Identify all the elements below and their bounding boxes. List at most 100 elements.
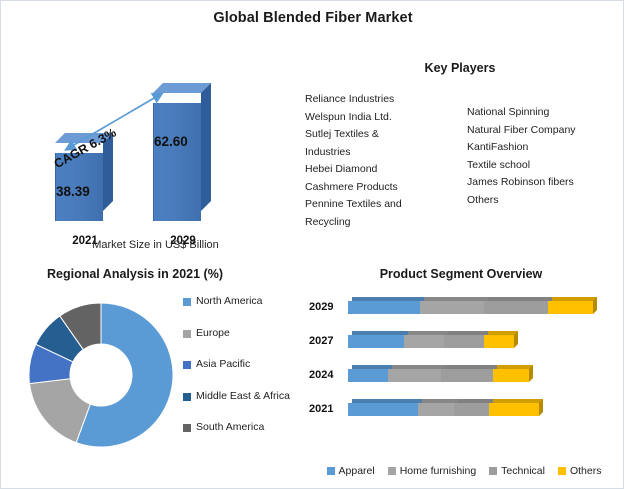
- legend-swatch-technical: [489, 467, 498, 475]
- segment-piece-top: [422, 399, 458, 403]
- legend-label: Europe: [196, 326, 230, 339]
- segment-piece: [348, 297, 424, 314]
- market-size-axis-caption: Market Size in US$ Billion: [92, 239, 219, 251]
- segment-row-label: 2029: [309, 301, 334, 313]
- legend-label: Others: [569, 465, 602, 477]
- bar-2021-category: 2021: [72, 235, 98, 247]
- segment-bar: [348, 331, 518, 348]
- legend-swatch-north-america: [183, 298, 191, 306]
- segment-piece-top: [352, 365, 392, 369]
- legend-swatch-others: [557, 467, 566, 475]
- segment-piece-top: [352, 399, 422, 403]
- key-player-item: Recycling: [305, 215, 351, 228]
- segment-piece-front: [484, 335, 514, 348]
- segment-piece: [418, 399, 458, 416]
- legend-item-asia-pacific: Asia Pacific: [183, 358, 301, 372]
- segment-piece: [420, 297, 488, 314]
- product-segment-title: Product Segment Overview: [379, 267, 543, 281]
- segment-row-label: 2024: [309, 369, 334, 381]
- segment-row: 2027: [303, 325, 619, 358]
- market-size-chart: 38.39 2021 62.60 2029: [13, 61, 298, 256]
- legend-item-middle-east-africa: Middle East & Africa: [183, 390, 301, 404]
- segment-row: 2029: [303, 291, 619, 324]
- key-player-item: Textile school: [467, 158, 531, 171]
- segment-piece-top: [497, 365, 533, 369]
- segment-bar-end-cap: [514, 331, 518, 348]
- segment-piece: [548, 297, 597, 314]
- key-player-item: Pennine Textiles and: [305, 198, 402, 210]
- key-player-item: Natural Fiber Company: [467, 123, 576, 136]
- key-player-item: Welspun India Ltd.: [305, 110, 392, 123]
- key-players-column-right: National Spinning Natural Fiber Company …: [467, 91, 619, 231]
- legend-swatch-home-furnishing: [387, 467, 396, 475]
- market-size-plot-area: 38.39 2021 62.60 2029: [13, 61, 298, 247]
- key-player-item: Hebei Diamond: [305, 163, 378, 175]
- segment-piece: [441, 365, 497, 382]
- segment-piece-front: [348, 335, 404, 348]
- segment-row: 2021: [303, 393, 619, 426]
- legend-item-north-america: North America: [183, 295, 301, 309]
- page-title: Global Blended Fiber Market: [213, 10, 413, 26]
- key-players-columns: Reliance Industries Welspun India Ltd. S…: [301, 91, 619, 231]
- segment-piece-front: [484, 301, 548, 314]
- segment-piece-front: [348, 369, 388, 382]
- segment-row-label: 2021: [309, 403, 334, 415]
- key-player-item: Industries: [305, 145, 351, 158]
- segment-piece: [484, 331, 518, 348]
- segment-piece-top: [448, 331, 488, 335]
- segment-bar: [348, 297, 597, 314]
- segment-piece: [484, 297, 552, 314]
- key-players-column-left: Reliance Industries Welspun India Ltd. S…: [305, 91, 457, 231]
- bar-2021: 38.39 2021: [55, 133, 113, 247]
- bar-2029-side: [201, 83, 211, 211]
- segment-piece-front: [420, 301, 484, 314]
- segment-bar-end-cap: [539, 399, 543, 416]
- segment-piece-top: [552, 297, 597, 301]
- key-player-item: KantiFashion: [467, 141, 529, 153]
- legend-label: Apparel: [338, 465, 375, 477]
- legend-item-apparel: Apparel: [326, 465, 375, 477]
- segment-piece: [404, 331, 448, 348]
- bar-2021-side: [103, 133, 113, 211]
- legend-label: Technical: [501, 465, 545, 477]
- legend-item-others: Others: [557, 465, 602, 477]
- bar-2029-category: 2029: [170, 235, 196, 247]
- legend-swatch-asia-pacific: [183, 361, 191, 369]
- legend-label: Middle East & Africa: [196, 389, 290, 402]
- regional-analysis-title: Regional Analysis in 2021 (%): [47, 267, 223, 281]
- bar-2021-value: 38.39: [56, 184, 90, 199]
- segment-bar-end-cap: [593, 297, 597, 314]
- key-players-title: Key Players: [424, 61, 496, 75]
- segment-piece-front: [489, 403, 539, 416]
- legend-swatch-south-america: [183, 424, 191, 432]
- bar-2029-front: [153, 103, 201, 221]
- key-player-item: National Spinning: [467, 106, 550, 118]
- key-player-item: Cashmere Products: [305, 180, 398, 193]
- key-player-item: James Robinson fibers: [467, 176, 574, 188]
- segment-piece: [493, 365, 533, 382]
- segment-piece: [348, 331, 408, 348]
- legend-swatch-apparel: [326, 467, 335, 475]
- segment-piece: [348, 365, 392, 382]
- segment-piece: [444, 331, 488, 348]
- legend-item-home-furnishing: Home furnishing: [387, 465, 477, 477]
- segment-piece-top: [488, 297, 552, 301]
- legend-item-south-america: South America: [183, 421, 301, 435]
- legend-label: Home furnishing: [399, 465, 477, 477]
- segment-piece: [454, 399, 493, 416]
- segment-piece-front: [348, 301, 420, 314]
- segment-piece-front: [418, 403, 454, 416]
- segment-piece: [388, 365, 445, 382]
- segment-bar: [348, 399, 543, 416]
- segment-piece-front: [454, 403, 489, 416]
- legend-swatch-europe: [183, 329, 191, 338]
- segment-piece-top: [408, 331, 448, 335]
- segment-piece-front: [441, 369, 493, 382]
- legend-label: North America: [196, 295, 263, 307]
- product-segment-chart: Product Segment Overview 2029 2027 2024 …: [303, 263, 619, 485]
- key-player-item: Others: [467, 193, 499, 206]
- bar-2029-top: [153, 83, 211, 93]
- cagr-arrow-icon: [64, 92, 164, 151]
- legend-label: South America: [196, 421, 265, 433]
